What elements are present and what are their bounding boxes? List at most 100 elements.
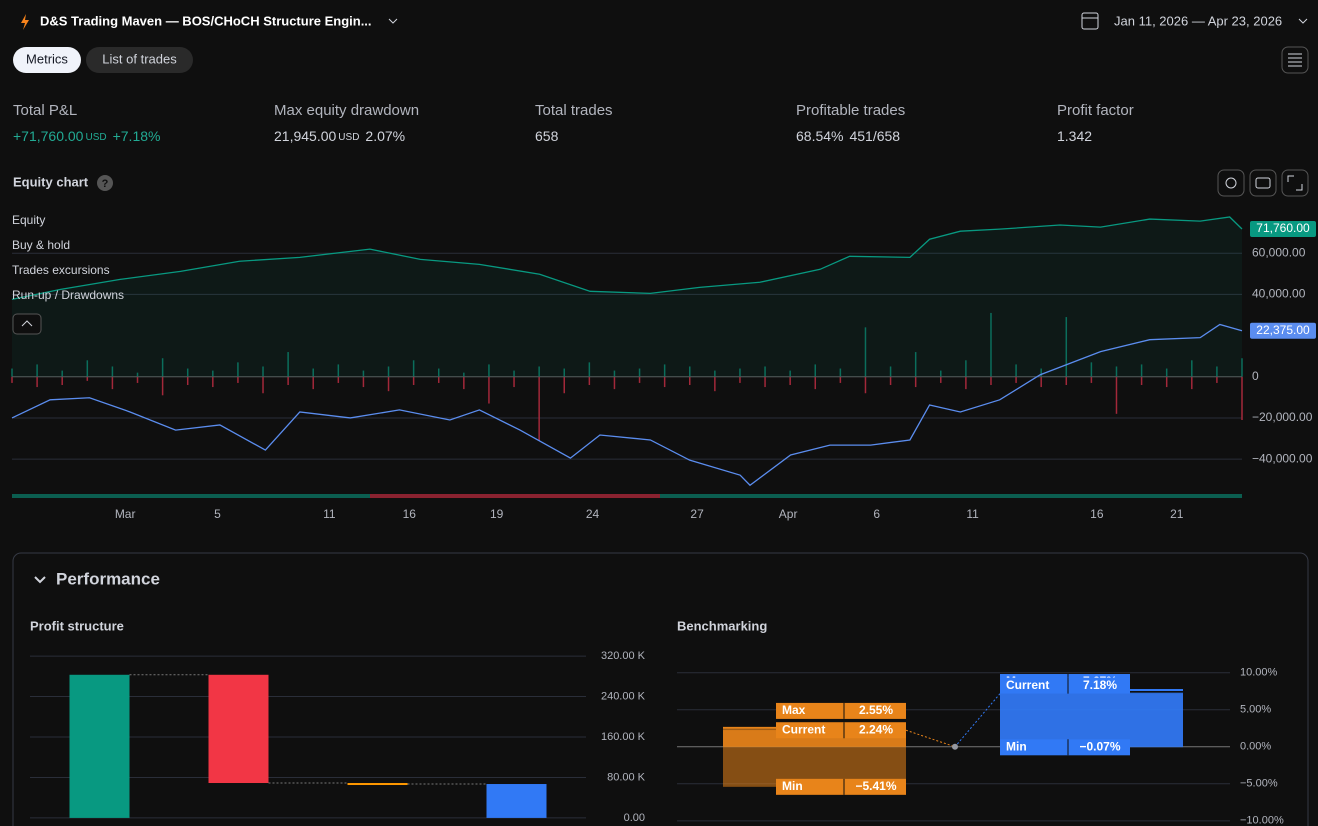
button-frame xyxy=(1281,46,1309,74)
waterfall-bar xyxy=(69,674,130,818)
tab[interactable]: Metrics xyxy=(26,51,68,66)
value: 68.54% xyxy=(796,128,843,144)
waterfall-bar xyxy=(347,783,408,786)
y-tick-label: −20,000.00 xyxy=(1252,410,1313,424)
range-value: 7.18% xyxy=(1083,678,1117,692)
metric-value: 658 xyxy=(535,128,559,144)
y-tick-label: 160.00 K xyxy=(601,731,646,743)
panel-chevron[interactable] xyxy=(34,576,46,584)
chart-title: Benchmarking xyxy=(677,618,767,633)
range-current xyxy=(1000,692,1183,747)
range-value: −5.41% xyxy=(855,779,896,793)
tab[interactable]: List of trades xyxy=(102,51,177,66)
x-tick-label: 11 xyxy=(323,507,336,521)
unit: USD xyxy=(338,132,359,143)
x-tick-label: 19 xyxy=(490,507,504,521)
value-cell xyxy=(1000,739,1130,756)
equity-chart: 60,000.00 40,000.00 0 −20,000.00 −40,000.00 M… xyxy=(11,216,1316,521)
chart-buttons xyxy=(1217,169,1309,197)
date-range[interactable]: Jan 11, 2026 — Apr 23, 2026 xyxy=(1114,13,1282,28)
menu-lines xyxy=(1288,53,1302,67)
y-tick-label: 0 xyxy=(1252,369,1259,383)
settings-button[interactable] xyxy=(1217,169,1245,197)
range-value: 2.55% xyxy=(859,703,893,717)
collapse-glyph[interactable] xyxy=(21,320,33,327)
metric-value: 1.342 xyxy=(1057,128,1092,144)
legend-entry: Buy & hold xyxy=(12,238,70,252)
y-tick-label: 40,000.00 xyxy=(1252,287,1306,301)
y-tick-label: 0.00% xyxy=(1240,741,1271,753)
last-value-box xyxy=(1250,322,1316,339)
x-tick-label: 27 xyxy=(690,507,704,521)
chart-title: Profit structure xyxy=(30,618,124,633)
metric-label: Profit factor xyxy=(1057,102,1134,119)
metrics: Total P&L +71,760.00 USD +7.18% Max equity d… xyxy=(13,102,1134,144)
y-tick-label: −40,000.00 xyxy=(1252,451,1313,465)
legend-entry: Run-up / Drawdowns xyxy=(12,288,124,302)
calendar-icon[interactable] xyxy=(1081,12,1099,30)
menu-button[interactable] xyxy=(1281,46,1309,74)
x-tick-label: 21 xyxy=(1170,507,1184,521)
metric-label: Max equity drawdown xyxy=(274,102,419,119)
waterfall-bar xyxy=(486,784,547,818)
fullscreen-button[interactable] xyxy=(1281,169,1309,197)
x-tick-label: 6 xyxy=(873,507,880,521)
value-cell xyxy=(1000,677,1130,694)
camera-glyph xyxy=(1255,177,1271,189)
dropdown-chevron[interactable] xyxy=(388,18,398,24)
y-tick-label: 60,000.00 xyxy=(1252,245,1306,259)
calendar-frame xyxy=(1081,12,1099,30)
range-value: 2.24% xyxy=(859,722,893,736)
legend-entry: Trades excursions xyxy=(12,263,110,277)
value-cell xyxy=(776,702,906,719)
help-glyph[interactable]: ? xyxy=(102,178,109,190)
screenshot-button[interactable] xyxy=(1249,169,1277,197)
profit-structure-chart: 320.00 K 240.00 K 160.00 K 80.00 K 0.00 xyxy=(30,650,646,824)
y-tick-label: 80.00 K xyxy=(607,771,646,783)
y-tick-label: 0.00 xyxy=(624,812,645,824)
metric-label: Total trades xyxy=(535,102,613,119)
change: 2.07% xyxy=(365,128,405,144)
change: 451/658 xyxy=(849,128,900,144)
collapse-button[interactable] xyxy=(12,313,42,335)
y-tick-label: −5.00% xyxy=(1240,778,1278,790)
value-cell xyxy=(776,722,906,739)
metric-value: 21,945.00 USD 2.07% xyxy=(274,128,405,144)
x-tick-label: Mar xyxy=(115,507,136,521)
y-tick-label: 320.00 K xyxy=(601,650,646,662)
metric-value: 68.54% 451/658 xyxy=(796,128,900,144)
metric-value: +71,760.00 USD +7.18% xyxy=(13,128,160,144)
performance-panel xyxy=(12,552,1309,826)
waterfall-bar xyxy=(208,674,269,784)
x-tick-label: Apr xyxy=(779,507,798,521)
x-tick-label: 24 xyxy=(586,507,600,521)
range-value: −0.07% xyxy=(1079,739,1120,753)
strategy-title[interactable]: D&S Trading Maven — BOS/CHoCH Structure … xyxy=(40,13,372,28)
last-value-box xyxy=(1250,221,1316,238)
strategy-icon xyxy=(21,14,29,30)
date-chevron[interactable] xyxy=(1298,18,1308,24)
x-tick-label: 11 xyxy=(966,507,979,521)
tab-inactive[interactable] xyxy=(86,47,193,73)
tab-active[interactable] xyxy=(13,47,81,73)
last-value-label: 22,375.00 xyxy=(1256,323,1310,337)
range-label: Current xyxy=(1006,678,1049,692)
section-title: Equity chart xyxy=(13,174,89,189)
y-tick-label: 240.00 K xyxy=(601,690,646,702)
help-icon[interactable] xyxy=(97,175,113,191)
value: 21,945.00 xyxy=(274,128,336,144)
benchmarking-chart: 10.00% 5.00% 0.00% −5.00% −10.00% Max 2.55% Cur… xyxy=(677,667,1284,826)
value: +71,760.00 xyxy=(13,128,84,144)
equity-area xyxy=(12,217,1242,377)
panel-title[interactable]: Performance xyxy=(56,569,160,588)
series-line xyxy=(11,323,1243,487)
unit: USD xyxy=(85,132,106,143)
metric-label: Total P&L xyxy=(13,102,77,119)
y-tick-label: −10.00% xyxy=(1240,815,1284,826)
legend-entry: Equity xyxy=(12,213,45,227)
connector xyxy=(905,729,956,748)
fullscreen-glyph xyxy=(1287,175,1303,191)
range-label: Max xyxy=(782,703,806,717)
